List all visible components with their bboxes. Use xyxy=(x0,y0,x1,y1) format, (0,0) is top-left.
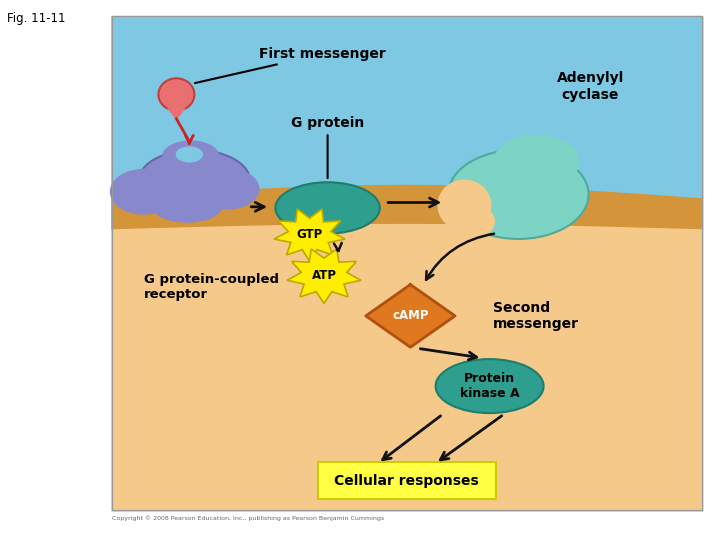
Ellipse shape xyxy=(448,150,589,239)
Ellipse shape xyxy=(158,78,194,111)
Ellipse shape xyxy=(176,146,203,163)
Ellipse shape xyxy=(493,135,580,189)
Ellipse shape xyxy=(139,150,251,212)
Ellipse shape xyxy=(151,187,223,222)
Text: G protein: G protein xyxy=(291,116,364,178)
Text: Adenylyl
cyclase: Adenylyl cyclase xyxy=(557,71,624,102)
Ellipse shape xyxy=(456,205,495,238)
Text: cAMP: cAMP xyxy=(392,309,428,322)
Text: GTP: GTP xyxy=(297,228,323,241)
Polygon shape xyxy=(168,108,185,119)
Text: ATP: ATP xyxy=(312,269,336,282)
Ellipse shape xyxy=(109,168,179,214)
Text: Protein
kinase A: Protein kinase A xyxy=(460,372,519,400)
Text: Second
messenger: Second messenger xyxy=(493,301,579,331)
Ellipse shape xyxy=(162,140,220,173)
Text: Fig. 11-11: Fig. 11-11 xyxy=(7,12,66,25)
Polygon shape xyxy=(366,285,455,347)
FancyBboxPatch shape xyxy=(318,462,496,499)
Ellipse shape xyxy=(276,183,380,233)
Ellipse shape xyxy=(438,179,492,231)
Polygon shape xyxy=(274,209,345,261)
Text: Cellular responses: Cellular responses xyxy=(334,474,480,488)
Ellipse shape xyxy=(436,359,544,413)
Polygon shape xyxy=(287,249,361,303)
Ellipse shape xyxy=(199,168,260,209)
Text: G protein-coupled
receptor: G protein-coupled receptor xyxy=(144,273,279,301)
Text: Copyright © 2008 Pearson Education, Inc., publishing as Pearson Benjamin Cumming: Copyright © 2008 Pearson Education, Inc.… xyxy=(112,516,384,521)
Text: First messenger: First messenger xyxy=(195,47,386,83)
